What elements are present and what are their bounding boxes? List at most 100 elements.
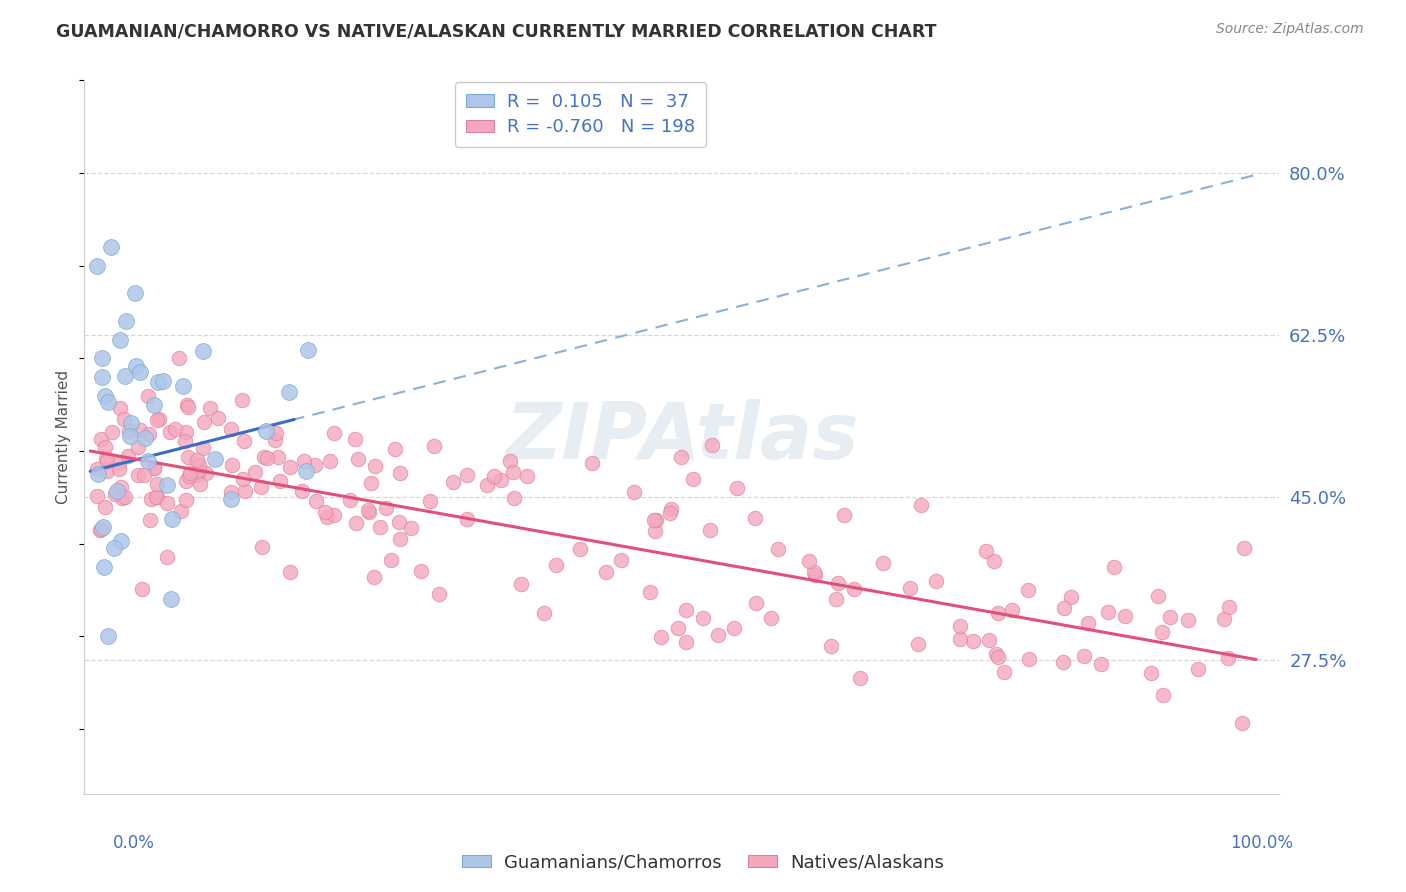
- Point: [170, 504, 193, 518]
- Point: [146, 477, 169, 491]
- Point: [900, 581, 922, 595]
- Point: [423, 439, 446, 453]
- Point: [91, 369, 114, 384]
- Point: [384, 442, 406, 456]
- Point: [127, 440, 149, 454]
- Point: [243, 465, 266, 479]
- Point: [456, 512, 478, 526]
- Point: [659, 506, 682, 520]
- Point: [844, 582, 866, 597]
- Point: [118, 428, 141, 442]
- Point: [544, 558, 567, 573]
- Point: [502, 466, 524, 480]
- Point: [1059, 590, 1081, 604]
- Point: [278, 385, 301, 400]
- Point: [297, 343, 319, 358]
- Point: [204, 452, 226, 467]
- Point: [924, 574, 946, 589]
- Point: [114, 369, 136, 384]
- Point: [148, 412, 170, 426]
- Point: [1146, 589, 1168, 603]
- Point: [86, 259, 108, 273]
- Point: [1114, 609, 1136, 624]
- Point: [766, 541, 789, 556]
- Point: [156, 478, 179, 492]
- Point: [193, 415, 215, 429]
- Point: [179, 467, 201, 481]
- Point: [177, 450, 200, 464]
- Point: [143, 461, 166, 475]
- Point: [111, 491, 134, 505]
- Point: [184, 468, 207, 483]
- Point: [949, 632, 972, 647]
- Point: [682, 472, 704, 486]
- Point: [173, 434, 195, 448]
- Point: [219, 491, 242, 506]
- Point: [1150, 624, 1173, 639]
- Point: [138, 454, 160, 468]
- Point: [152, 374, 174, 388]
- Point: [118, 424, 141, 438]
- Text: 0.0%: 0.0%: [112, 834, 155, 852]
- Point: [86, 490, 108, 504]
- Point: [146, 491, 169, 505]
- Point: [387, 516, 409, 530]
- Point: [1077, 615, 1099, 630]
- Point: [761, 611, 783, 625]
- Point: [93, 560, 115, 574]
- Point: [250, 480, 273, 494]
- Point: [409, 564, 432, 578]
- Point: [191, 344, 214, 359]
- Point: [138, 426, 160, 441]
- Point: [910, 498, 932, 512]
- Point: [139, 512, 162, 526]
- Point: [108, 401, 131, 415]
- Point: [456, 467, 478, 482]
- Point: [962, 634, 984, 648]
- Point: [322, 508, 344, 523]
- Point: [250, 540, 273, 554]
- Point: [97, 395, 120, 409]
- Point: [304, 458, 326, 473]
- Point: [347, 452, 370, 467]
- Legend: R =  0.105   N =  37, R = -0.760   N = 198: R = 0.105 N = 37, R = -0.760 N = 198: [454, 82, 706, 147]
- Point: [146, 413, 169, 427]
- Point: [1159, 610, 1181, 624]
- Point: [145, 490, 167, 504]
- Point: [193, 441, 215, 455]
- Point: [232, 472, 254, 486]
- Point: [344, 516, 367, 530]
- Point: [581, 456, 603, 470]
- Point: [872, 556, 894, 570]
- Point: [108, 456, 131, 470]
- Point: [94, 500, 117, 515]
- Point: [976, 544, 998, 558]
- Point: [1230, 716, 1253, 731]
- Point: [609, 553, 631, 567]
- Point: [650, 631, 672, 645]
- Point: [339, 492, 361, 507]
- Point: [233, 434, 256, 448]
- Point: [294, 464, 316, 478]
- Point: [675, 603, 697, 617]
- Point: [645, 512, 668, 526]
- Point: [1232, 541, 1254, 556]
- Point: [207, 411, 229, 425]
- Point: [949, 619, 972, 633]
- Point: [131, 582, 153, 596]
- Point: [200, 401, 222, 416]
- Point: [221, 458, 243, 472]
- Point: [292, 454, 315, 468]
- Point: [142, 398, 165, 412]
- Point: [820, 640, 842, 654]
- Point: [803, 565, 825, 579]
- Legend: Guamanians/Chamorros, Natives/Alaskans: Guamanians/Chamorros, Natives/Alaskans: [456, 847, 950, 879]
- Point: [987, 650, 1010, 665]
- Point: [744, 596, 766, 610]
- Point: [91, 351, 114, 366]
- Point: [797, 554, 820, 568]
- Point: [399, 520, 422, 534]
- Point: [668, 621, 690, 635]
- Point: [370, 520, 392, 534]
- Point: [1140, 665, 1163, 680]
